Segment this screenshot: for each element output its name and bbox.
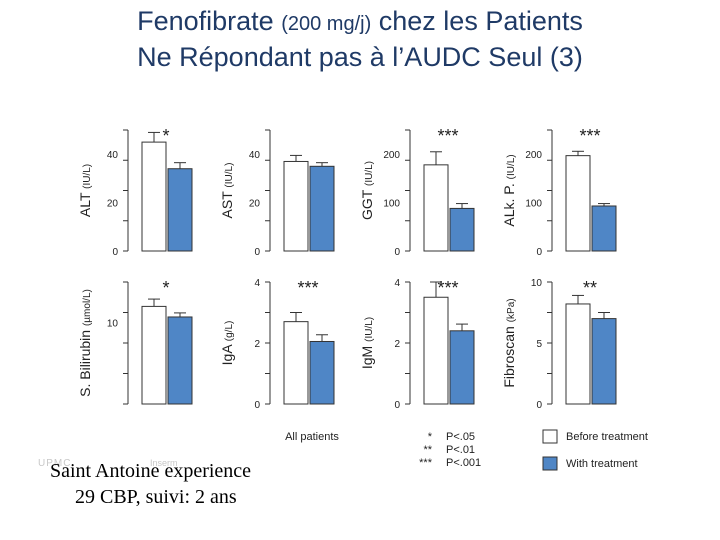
chart-1-tick-label: 20 (107, 199, 119, 210)
chart-7-significance: *** (437, 278, 458, 298)
chart-1-y-label: ALT (IU/L) (77, 164, 93, 217)
chart-5-significance: * (162, 278, 169, 298)
chart-6-bar-with (309, 340, 335, 405)
chart-3-y-label: GGT (IU/L) (359, 161, 375, 220)
chart-3-tick-label: 200 (383, 150, 400, 161)
chart-8-tick-label: 5 (536, 339, 542, 350)
chart-7-tick-label: 0 (394, 400, 400, 411)
chart-2-bar-before (283, 160, 309, 252)
chart-7-bar-before (423, 296, 449, 405)
chart-4-tick-label: 100 (525, 199, 542, 210)
chart-2-tick-label: 40 (249, 150, 261, 161)
chart-4-tick-label: 200 (525, 150, 542, 161)
legend-swatch (542, 456, 558, 471)
chart-7-y-label: IgM (IU/L) (359, 317, 375, 369)
footer-text: Saint Antoine experience 29 CBP, suivi: … (50, 458, 251, 510)
chart-5-bar-before (141, 305, 167, 405)
inserm-logo: Inserm (150, 458, 178, 468)
chart-3-bar-before (423, 164, 449, 252)
title-context: chez les Patients (378, 6, 583, 36)
chart-8-tick-label: 0 (536, 400, 542, 411)
chart-5-tick-label: 10 (107, 319, 119, 330)
chart-3-bar-with (449, 207, 475, 252)
legend-swatch (542, 429, 558, 444)
chart-4-significance: *** (579, 126, 600, 146)
chart-6-significance: *** (297, 278, 318, 298)
chart-2-tick-label: 0 (254, 247, 260, 258)
chart-1-significance: * (162, 126, 169, 146)
chart-6-bar-before (283, 321, 309, 405)
slide-title-line-2: Ne Répondant pas à l’AUDC Seul (3) (137, 42, 583, 72)
legend-stars: ** (423, 444, 432, 456)
chart-4-bar-with (591, 205, 617, 252)
title-dose: (200 mg/j) (281, 13, 372, 35)
chart-2-bar-with (309, 165, 335, 252)
slide-title-line-1: Fenofibrate (200 mg/j) chez les Patients (0, 6, 720, 37)
chart-6-tick-label: 0 (254, 400, 260, 411)
legend-stars: *** (419, 457, 433, 469)
chart-1-bar-with (167, 168, 193, 252)
legend-pvalue: P<.05 (446, 431, 475, 443)
chart-6-tick-label: 4 (254, 278, 260, 289)
chart-2-y-label: AST (IU/L) (219, 163, 235, 219)
chart-3-tick-label: 100 (383, 199, 400, 210)
chart-1-tick-label: 40 (107, 150, 119, 161)
chart-5-y-label: S. Bilirubin (µmol/L) (77, 289, 93, 397)
chart-7-tick-label: 4 (394, 278, 400, 289)
x-axis-label: All patients (285, 431, 339, 443)
chart-5-bar-with (167, 316, 193, 405)
chart-6-y-label: IgA (g/L) (219, 321, 235, 366)
chart-1-bar-before (141, 141, 167, 252)
title-drug: Fenofibrate (137, 6, 274, 36)
chart-7-bar-with (449, 330, 475, 405)
chart-4-bar-before (565, 155, 591, 252)
legend-series-label: With treatment (566, 458, 638, 470)
legend-pvalue: P<.001 (446, 457, 481, 469)
chart-3-significance: *** (437, 126, 458, 146)
footer-line-2: 29 CBP, suivi: 2 ans (75, 486, 237, 508)
chart-4-y-label: ALk. P. (IU/L) (501, 154, 517, 226)
legend-series-label: Before treatment (566, 431, 648, 443)
footer-line-1: Saint Antoine experience (50, 460, 252, 482)
chart-2-tick-label: 20 (249, 199, 261, 210)
chart-4-tick-label: 0 (536, 247, 542, 258)
chart-7-tick-label: 2 (394, 339, 400, 350)
legend-stars: * (428, 431, 433, 443)
chart-8-bar-with (591, 318, 617, 405)
legend-pvalue: P<.01 (446, 444, 475, 456)
chart-8-y-label: Fibroscan (kPa) (501, 298, 517, 387)
chart-8-bar-before (565, 303, 591, 405)
chart-6-tick-label: 2 (254, 339, 260, 350)
upmc-logo: UPMC (38, 458, 72, 469)
chart-8-tick-label: 10 (531, 278, 543, 289)
chart-1-tick-label: 0 (112, 247, 118, 258)
chart-3-tick-label: 0 (394, 247, 400, 258)
chart-8-significance: ** (583, 278, 597, 298)
